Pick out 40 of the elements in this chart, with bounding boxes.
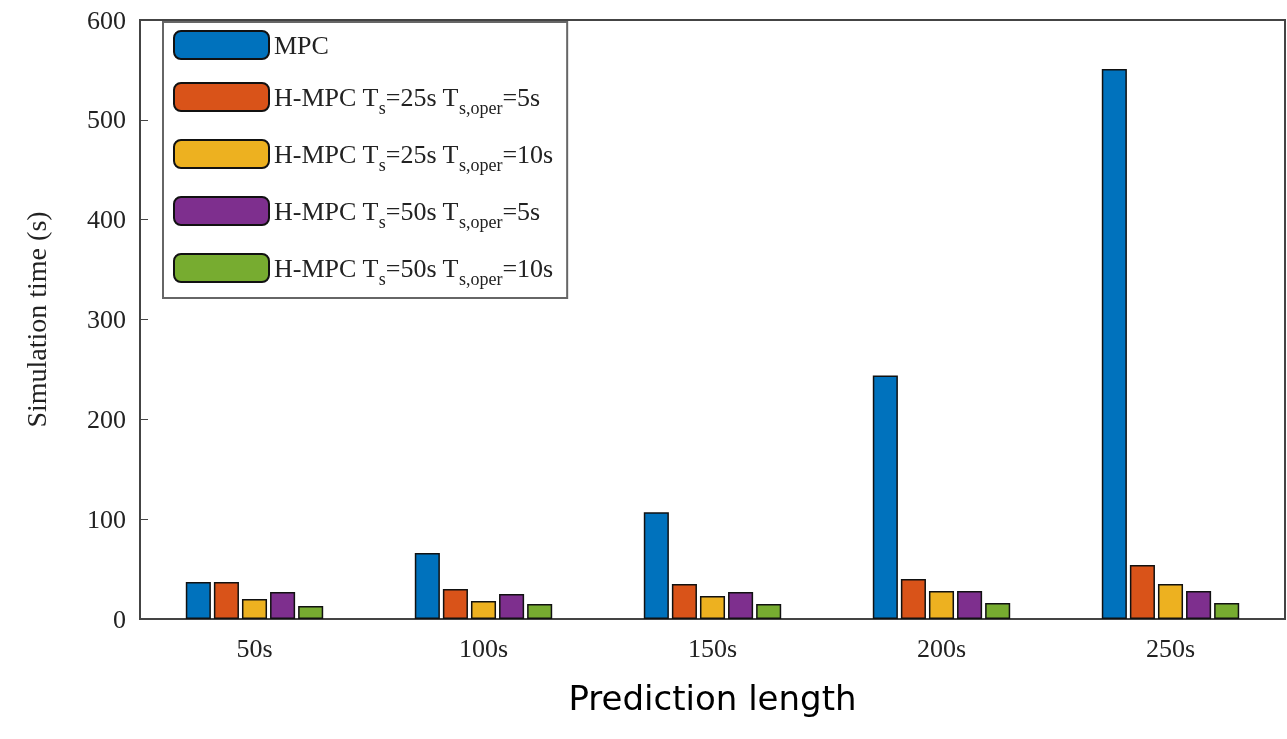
x-tick-label: 200s bbox=[916, 633, 967, 663]
bar bbox=[643, 512, 669, 619]
x-tick-label: 150s bbox=[687, 633, 738, 663]
bar bbox=[728, 592, 754, 619]
x-tick-label: 100s bbox=[458, 633, 509, 663]
bar bbox=[241, 599, 268, 619]
y-axis-title: Simulation time (s) bbox=[20, 211, 52, 428]
y-tick-label: 100 bbox=[87, 504, 126, 534]
bar bbox=[470, 601, 497, 619]
bar bbox=[1214, 603, 1240, 619]
bar bbox=[872, 375, 898, 619]
bar bbox=[1129, 565, 1155, 619]
bar bbox=[699, 596, 726, 619]
y-tick-label: 200 bbox=[87, 404, 126, 434]
y-tick-label: 600 bbox=[87, 5, 126, 35]
bar bbox=[442, 589, 468, 619]
bar bbox=[1101, 68, 1127, 619]
bar bbox=[928, 591, 955, 619]
bar bbox=[527, 604, 553, 619]
x-tick-label: 250s bbox=[1145, 633, 1196, 663]
bar bbox=[900, 579, 926, 619]
y-tick-label: 0 bbox=[113, 604, 126, 634]
legend-label: MPC bbox=[274, 30, 329, 60]
y-tick-label: 300 bbox=[87, 305, 126, 334]
y-tick-label: 500 bbox=[87, 105, 126, 135]
x-axis-title: Prediction length bbox=[568, 678, 857, 718]
bar bbox=[671, 584, 697, 619]
bar bbox=[185, 582, 211, 619]
bar bbox=[298, 606, 324, 619]
bar bbox=[270, 592, 296, 619]
bar bbox=[957, 591, 983, 619]
bar bbox=[499, 594, 525, 619]
bar bbox=[985, 603, 1011, 619]
bar bbox=[414, 553, 440, 619]
x-tick-label: 50s bbox=[236, 633, 273, 663]
bar bbox=[1157, 584, 1184, 619]
bar bbox=[756, 604, 782, 619]
bar bbox=[1186, 591, 1212, 619]
bar bbox=[213, 582, 239, 619]
y-tick-label: 400 bbox=[87, 205, 126, 235]
